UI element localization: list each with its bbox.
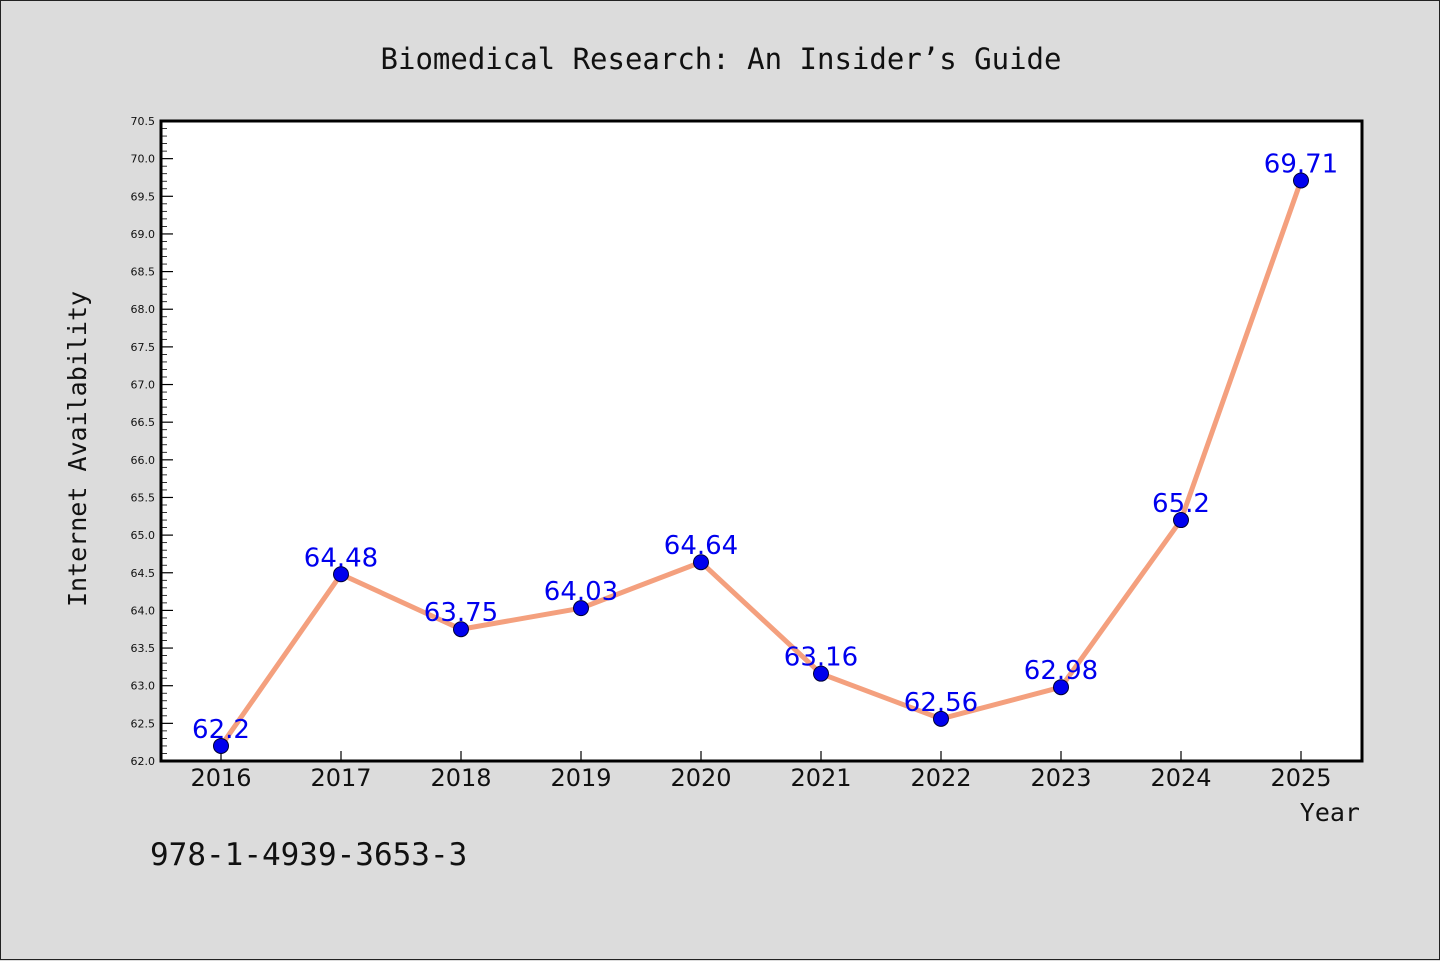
x-tick-label: 2022 — [910, 764, 971, 792]
chart-title: Biomedical Research: An Insider’s Guide — [381, 42, 1062, 76]
y-tick-label: 69.0 — [131, 228, 156, 241]
data-label: 62.56 — [904, 688, 978, 718]
data-point — [333, 566, 349, 583]
data-label: 62.98 — [1024, 656, 1098, 686]
y-axis: 62.0 62.5 63.0 63.5 64.0 64.5 65.0 65.5 66.0 66.5… — [131, 115, 173, 768]
data-point — [693, 554, 709, 571]
y-tick-label: 63.5 — [131, 642, 156, 655]
x-tick-label: 2025 — [1270, 764, 1331, 792]
x-tick-label: 2017 — [310, 764, 371, 792]
data-label: 64.64 — [664, 531, 738, 561]
x-tick-label: 2019 — [550, 764, 611, 792]
x-tick-label: 2024 — [1150, 764, 1211, 792]
x-tick-label: 2021 — [790, 764, 851, 792]
y-tick-label: 62.0 — [131, 755, 156, 768]
y-tick-label: 64.0 — [131, 604, 156, 617]
data-label: 69.71 — [1264, 149, 1338, 179]
y-tick-label: 70.0 — [131, 153, 156, 166]
x-tick-label: 2016 — [190, 764, 251, 792]
y-tick-label: 64.5 — [131, 567, 156, 580]
x-axis-label: Year — [1300, 798, 1360, 827]
y-tick-label: 63.0 — [131, 680, 156, 693]
data-label: 63.16 — [784, 643, 858, 673]
data-label: 62.2 — [192, 715, 250, 745]
data-label: 63.75 — [424, 598, 498, 628]
data-label: 64.48 — [304, 543, 378, 573]
data-point — [573, 600, 589, 617]
y-tick-label: 67.0 — [131, 379, 156, 392]
series-group: 62.2 64.48 63.75 64.03 64.64 63.16 62.56 62.98 6… — [192, 149, 1338, 754]
data-point — [933, 710, 949, 727]
isbn-text: 978-1-4939-3653-3 — [150, 837, 467, 873]
data-point — [1053, 679, 1069, 696]
y-tick-label: 67.5 — [131, 341, 156, 354]
y-tick-label: 68.0 — [131, 303, 156, 316]
x-axis: 2016 2017 2018 2019 2020 2021 2022 2023 2024 2025 — [190, 751, 1332, 792]
x-tick-label: 2018 — [430, 764, 491, 792]
y-tick-label: 66.0 — [131, 454, 156, 467]
y-tick-label: 65.0 — [131, 529, 156, 542]
data-point — [453, 621, 469, 638]
y-tick-label: 68.5 — [131, 266, 156, 279]
data-label: 65.2 — [1152, 489, 1210, 519]
y-axis-label: Internet Availability — [63, 291, 92, 607]
data-point — [1173, 512, 1189, 529]
x-tick-label: 2023 — [1030, 764, 1091, 792]
data-point — [1293, 172, 1309, 189]
data-point — [213, 737, 229, 754]
y-tick-label: 66.5 — [131, 416, 156, 429]
data-point — [813, 665, 829, 682]
data-label: 64.03 — [544, 577, 618, 607]
y-tick-label: 70.5 — [131, 115, 156, 128]
y-tick-label: 62.5 — [131, 717, 156, 730]
x-tick-label: 2020 — [670, 764, 731, 792]
y-tick-label: 69.5 — [131, 190, 156, 203]
y-tick-label: 65.5 — [131, 491, 156, 504]
series-line — [218, 177, 1304, 749]
plot-area — [159, 119, 1364, 763]
